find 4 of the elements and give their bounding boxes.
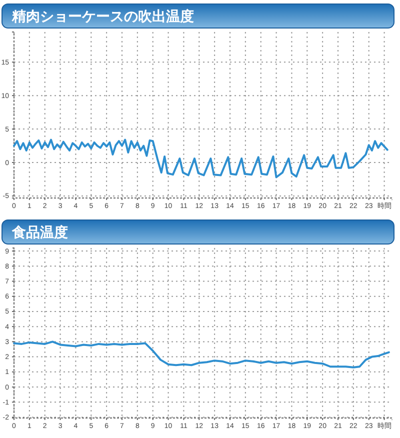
- chart-title: 精肉ショーケースの吹出温度: [11, 8, 194, 25]
- line-series: [13, 138, 388, 178]
- line-series: [13, 340, 390, 368]
- chart-title: 食品温度: [11, 224, 68, 241]
